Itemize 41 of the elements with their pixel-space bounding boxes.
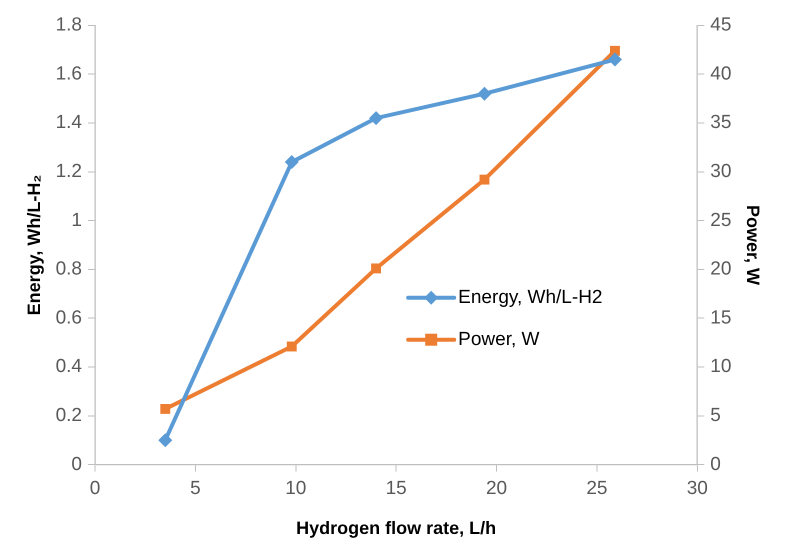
point — [477, 86, 492, 101]
point — [158, 433, 172, 448]
x-tick-label: 25 — [586, 478, 608, 500]
y-tick-label: 0.6 — [56, 307, 82, 328]
y2-tick-label: 35 — [710, 112, 732, 134]
point — [369, 111, 384, 126]
y-tick-label: 1.2 — [56, 161, 82, 182]
y2-tick-label: 45 — [710, 14, 732, 36]
y2-tick-label: 15 — [710, 307, 732, 328]
legend-label: Power, W — [458, 328, 540, 350]
x-tick-label: 0 — [90, 478, 100, 500]
y-tick-label: 0 — [71, 454, 82, 475]
point — [286, 342, 297, 352]
legend-label: Energy, Wh/L-H2 — [458, 286, 602, 308]
x-tick-label: 5 — [190, 478, 201, 500]
point — [371, 263, 382, 274]
y-tick-label: 1.6 — [56, 63, 82, 84]
y2-tick-label: 10 — [710, 356, 732, 378]
y-tick-label: 1 — [71, 210, 82, 231]
point — [284, 155, 299, 170]
y2-tick-label: 20 — [710, 258, 732, 280]
y-tick-label: 1.4 — [56, 112, 82, 134]
y-axis-title: Energy, Wh/L-H₂ — [24, 174, 44, 316]
y2-tick-label: 30 — [710, 161, 732, 182]
x-axis-title: Hydrogen flow rate, L/h — [296, 518, 496, 538]
y2-tick-label: 40 — [710, 63, 732, 84]
y2-tick-label: 0 — [710, 454, 721, 475]
y2-tick-label: 5 — [710, 405, 721, 426]
x-tick-label: 20 — [486, 478, 508, 500]
y-tick-label: 0.8 — [56, 258, 82, 280]
point — [608, 52, 622, 67]
point — [160, 404, 170, 414]
y-tick-label: 0.2 — [56, 405, 82, 426]
x-tick-label: 30 — [686, 478, 708, 500]
y2-tick-label: 25 — [710, 210, 732, 231]
x-tick-label: 10 — [285, 478, 306, 500]
point — [480, 174, 490, 185]
y-tick-label: 1.8 — [56, 14, 82, 36]
x-tick-label: 15 — [386, 478, 407, 500]
y2-axis-title: Power, W — [743, 204, 764, 286]
y-tick-label: 0.4 — [56, 356, 82, 378]
